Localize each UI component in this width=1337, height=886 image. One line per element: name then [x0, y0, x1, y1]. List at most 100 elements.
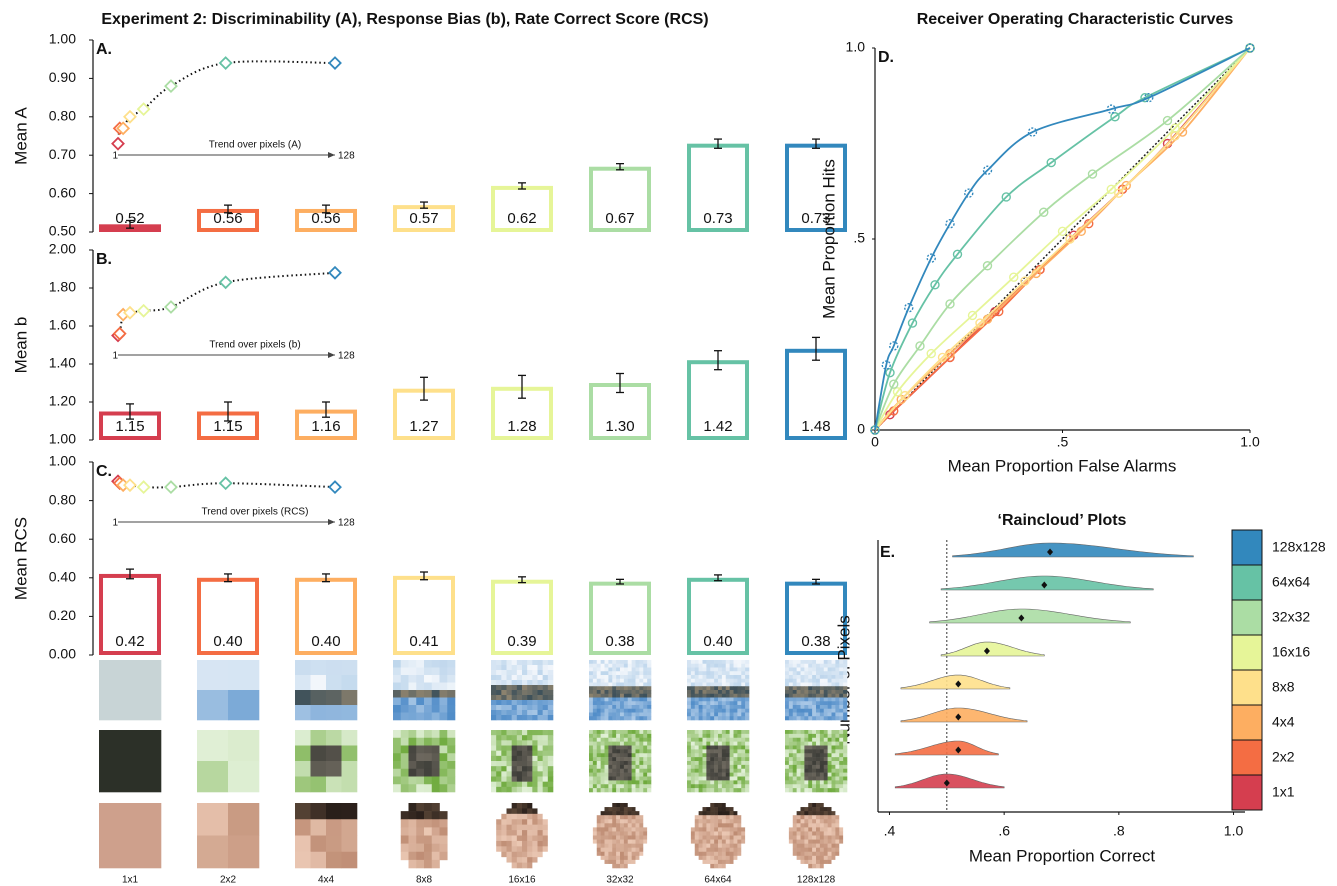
thumbnail-pixel — [628, 701, 632, 705]
thumbnail-pixel — [612, 675, 616, 679]
thumbnail-pixel — [816, 807, 820, 811]
thumbnail-pixel — [714, 694, 718, 698]
thumbnail-pixel — [548, 665, 553, 670]
thumbnail-pixel — [636, 679, 640, 683]
y-tick-label: 0.60 — [49, 184, 76, 200]
thumbnail-pixel — [714, 709, 718, 713]
thumbnail-pixel — [785, 769, 789, 773]
thumbnail-pixel — [543, 751, 548, 756]
thumbnail-pixel — [620, 836, 624, 840]
thumbnail-pixel — [835, 856, 839, 860]
thumbnail-pixel — [636, 819, 640, 823]
thumbnail-pixel — [593, 852, 597, 856]
thumbnail-pixel — [745, 709, 749, 713]
thumbnail-pixel — [538, 761, 543, 766]
thumbnail-pixel — [820, 664, 824, 668]
thumbnail-pixel — [808, 836, 812, 840]
y-tick-label: 1.80 — [49, 279, 76, 295]
thumbnail-pixel — [804, 742, 808, 746]
thumbnail-pixel — [699, 769, 703, 773]
thumbnail-pixel — [820, 761, 824, 765]
thumbnail-pixel — [628, 836, 632, 840]
thumbnail-pixel — [491, 814, 496, 820]
thumbnail-pixel — [722, 836, 726, 840]
thumbnail-pixel — [548, 825, 553, 831]
thumbnail-pixel — [639, 823, 643, 827]
thumbnail-pixel — [687, 701, 691, 705]
thumbnail-pixel — [710, 668, 714, 672]
thumbnail-pixel — [726, 679, 730, 683]
thumbnail-pixel — [416, 836, 424, 844]
thumbnail-pixel — [699, 780, 703, 784]
thumbnail-pixel — [432, 860, 440, 868]
thumbnail-pixel — [548, 695, 553, 700]
thumbnail-pixel — [616, 788, 620, 792]
thumbnail-pixel — [647, 753, 651, 757]
thumbnail-pixel — [785, 780, 789, 784]
thumbnail-pixel — [785, 860, 789, 864]
thumbnail-pixel — [197, 690, 228, 720]
thumbnail-pixel — [820, 730, 824, 734]
thumbnail-pixel — [647, 664, 651, 668]
thumbnail-pixel — [793, 730, 797, 734]
thumbnail-pixel — [605, 780, 609, 784]
thumbnail-pixel — [597, 709, 601, 713]
thumbnail-pixel — [789, 690, 793, 694]
thumbnail-pixel — [832, 738, 836, 742]
thumbnail-pixel — [593, 716, 597, 720]
thumbnail-pixel — [589, 780, 593, 784]
thumbnail-pixel — [706, 811, 710, 815]
thumbnail-pixel — [589, 769, 593, 773]
thumbnail-pixel — [311, 660, 327, 675]
thumbnail-pixel — [726, 749, 730, 753]
thumbnail-pixel — [605, 734, 609, 738]
thumbnail-pixel — [608, 815, 612, 819]
thumbnail-pixel — [710, 784, 714, 788]
thumbnail-pixel — [687, 730, 691, 734]
thumbnail-pixel — [737, 730, 741, 734]
thumbnail-pixel — [612, 761, 616, 765]
thumbnail-pixel — [401, 698, 409, 706]
thumbnail-pixel — [730, 705, 734, 709]
thumbnail-pixel — [843, 734, 847, 738]
thumbnail-pixel — [839, 864, 843, 868]
thumbnail-pixel — [424, 811, 432, 819]
thumbnail-pixel — [718, 701, 722, 705]
thumbnail-pixel — [785, 777, 789, 781]
thumbnail-pixel — [816, 679, 820, 683]
thumbnail-pixel — [440, 784, 448, 792]
thumbnail-pixel — [401, 730, 409, 738]
thumbnail-pixel — [326, 803, 342, 820]
thumbnail-pixel — [501, 846, 506, 852]
thumbnail-pixel — [416, 738, 424, 746]
thumbnail-pixel — [832, 734, 836, 738]
thumbnail-pixel — [710, 757, 714, 761]
thumbnail-pixel — [527, 705, 532, 710]
thumbnail-pixel — [593, 807, 597, 811]
thumbnail-pixel — [703, 679, 707, 683]
thumbnail-pixel — [832, 784, 836, 788]
thumbnail-pixel — [703, 742, 707, 746]
thumbnail-pixel — [311, 730, 327, 746]
thumbnail-pixel — [620, 753, 624, 757]
thumbnail-pixel — [605, 769, 609, 773]
thumbnail-pixel — [687, 761, 691, 765]
thumbnail-pixel — [639, 664, 643, 668]
thumbnail-pixel — [797, 668, 801, 672]
thumbnail-pixel — [507, 715, 512, 720]
thumbnail-pixel — [741, 823, 745, 827]
thumbnail-pixel — [543, 836, 548, 842]
thumbnail-pixel — [699, 761, 703, 765]
y-tick-label: 1.60 — [49, 317, 76, 333]
thumbnail-pixel — [605, 675, 609, 679]
thumbnail-pixel — [532, 819, 537, 825]
thumbnail-pixel — [532, 751, 537, 756]
thumbnail-pixel — [737, 827, 741, 831]
thumbnail-pixel — [741, 671, 745, 675]
thumbnail-pixel — [538, 846, 543, 852]
thumbnail-pixel — [737, 856, 741, 860]
thumbnail-pixel — [538, 756, 543, 761]
thumbnail-pixel — [808, 738, 812, 742]
thumbnail-pixel — [695, 761, 699, 765]
thumbnail-pixel — [824, 738, 828, 742]
